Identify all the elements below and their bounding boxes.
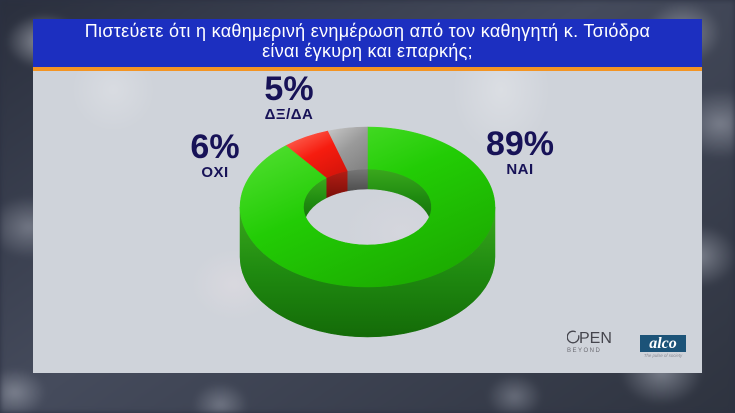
- svg-text:BEYOND: BEYOND: [567, 348, 601, 353]
- svg-text:PEN: PEN: [579, 330, 612, 347]
